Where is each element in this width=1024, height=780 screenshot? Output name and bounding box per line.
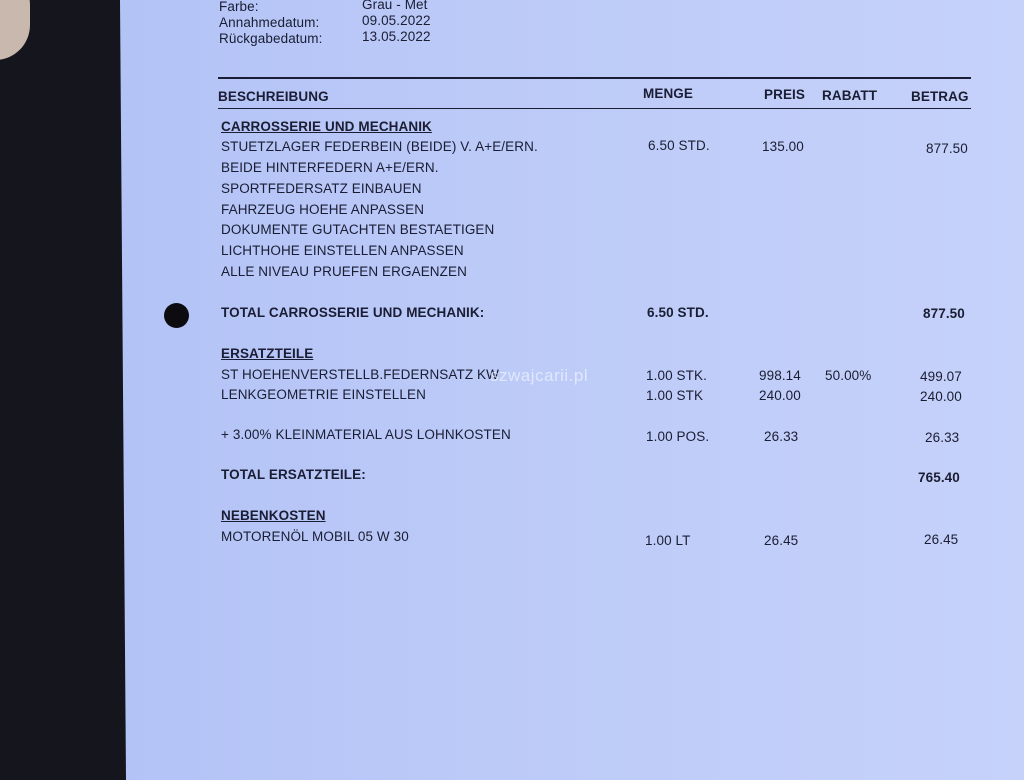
row-quantity: 1.00 LT [645,533,691,548]
row-price: 135.00 [762,139,804,154]
col-quantity: MENGE [643,86,694,101]
invoice-paper [120,0,1024,780]
row-amount: 26.45 [924,532,959,547]
total-label: TOTAL CARROSSERIE UND MECHANIK: [221,305,485,320]
row-description: ST HOEHENVERSTELLB.FEDERNSATZ KW [221,367,499,382]
col-description: BESCHREIBUNG [218,89,329,104]
divider [218,77,971,79]
row-price: 26.33 [764,429,799,444]
color-value: Grau - Met [362,0,428,12]
row-description: BEIDE HINTERFEDERN A+E/ERN. [221,160,439,175]
section-title: ERSATZTEILE [221,346,314,361]
row-price: 26.45 [764,533,799,548]
row-description: SPORTFEDERSATZ EINBAUEN [221,181,422,196]
total-quantity: 6.50 STD. [647,305,709,320]
total-amount: 765.40 [918,470,960,485]
return-date-label: Rückgabedatum: [219,31,323,46]
section-title: CARROSSERIE UND MECHANIK [221,119,432,134]
row-description: LENKGEOMETRIE EINSTELLEN [221,387,426,402]
row-discount: 50.00% [825,368,872,383]
punch-hole [164,303,189,328]
watermark: szwajcarii.pl [490,366,589,385]
total-amount: 877.50 [923,306,965,321]
row-price: 240.00 [759,388,801,403]
col-discount: RABATT [822,88,878,103]
row-description: ALLE NIVEAU PRUEFEN ERGAENZEN [221,264,467,279]
finger [0,0,30,60]
row-description: LICHTHOHE EINSTELLEN ANPASSEN [221,243,464,258]
row-description: + 3.00% KLEINMATERIAL AUS LOHNKOSTEN [221,427,511,442]
row-amount: 240.00 [920,389,962,404]
section-title: NEBENKOSTEN [221,508,326,523]
divider [218,108,971,109]
row-quantity: 6.50 STD. [648,138,710,153]
col-amount: BETRAG [911,89,969,104]
row-quantity: 1.00 STK. [646,368,707,383]
row-price: 998.14 [759,368,801,383]
return-date-value: 13.05.2022 [362,29,431,44]
row-quantity: 1.00 STK [646,388,704,403]
row-amount: 877.50 [926,141,968,156]
intake-date-value: 09.05.2022 [362,13,431,28]
intake-date-label: Annahmedatum: [219,15,320,30]
row-description: DOKUMENTE GUTACHTEN BESTAETIGEN [221,222,495,237]
row-description: STUETZLAGER FEDERBEIN (BEIDE) V. A+E/ERN… [221,139,538,154]
row-description: FAHRZEUG HOEHE ANPASSEN [221,202,425,217]
row-amount: 499.07 [920,369,962,384]
row-description: MOTORENÖL MOBIL 05 W 30 [221,529,409,544]
row-quantity: 1.00 POS. [646,429,710,444]
row-amount: 26.33 [925,430,960,445]
total-label: TOTAL ERSATZTEILE: [221,467,366,482]
col-price: PREIS [764,87,806,102]
color-label: Farbe: [219,0,259,14]
